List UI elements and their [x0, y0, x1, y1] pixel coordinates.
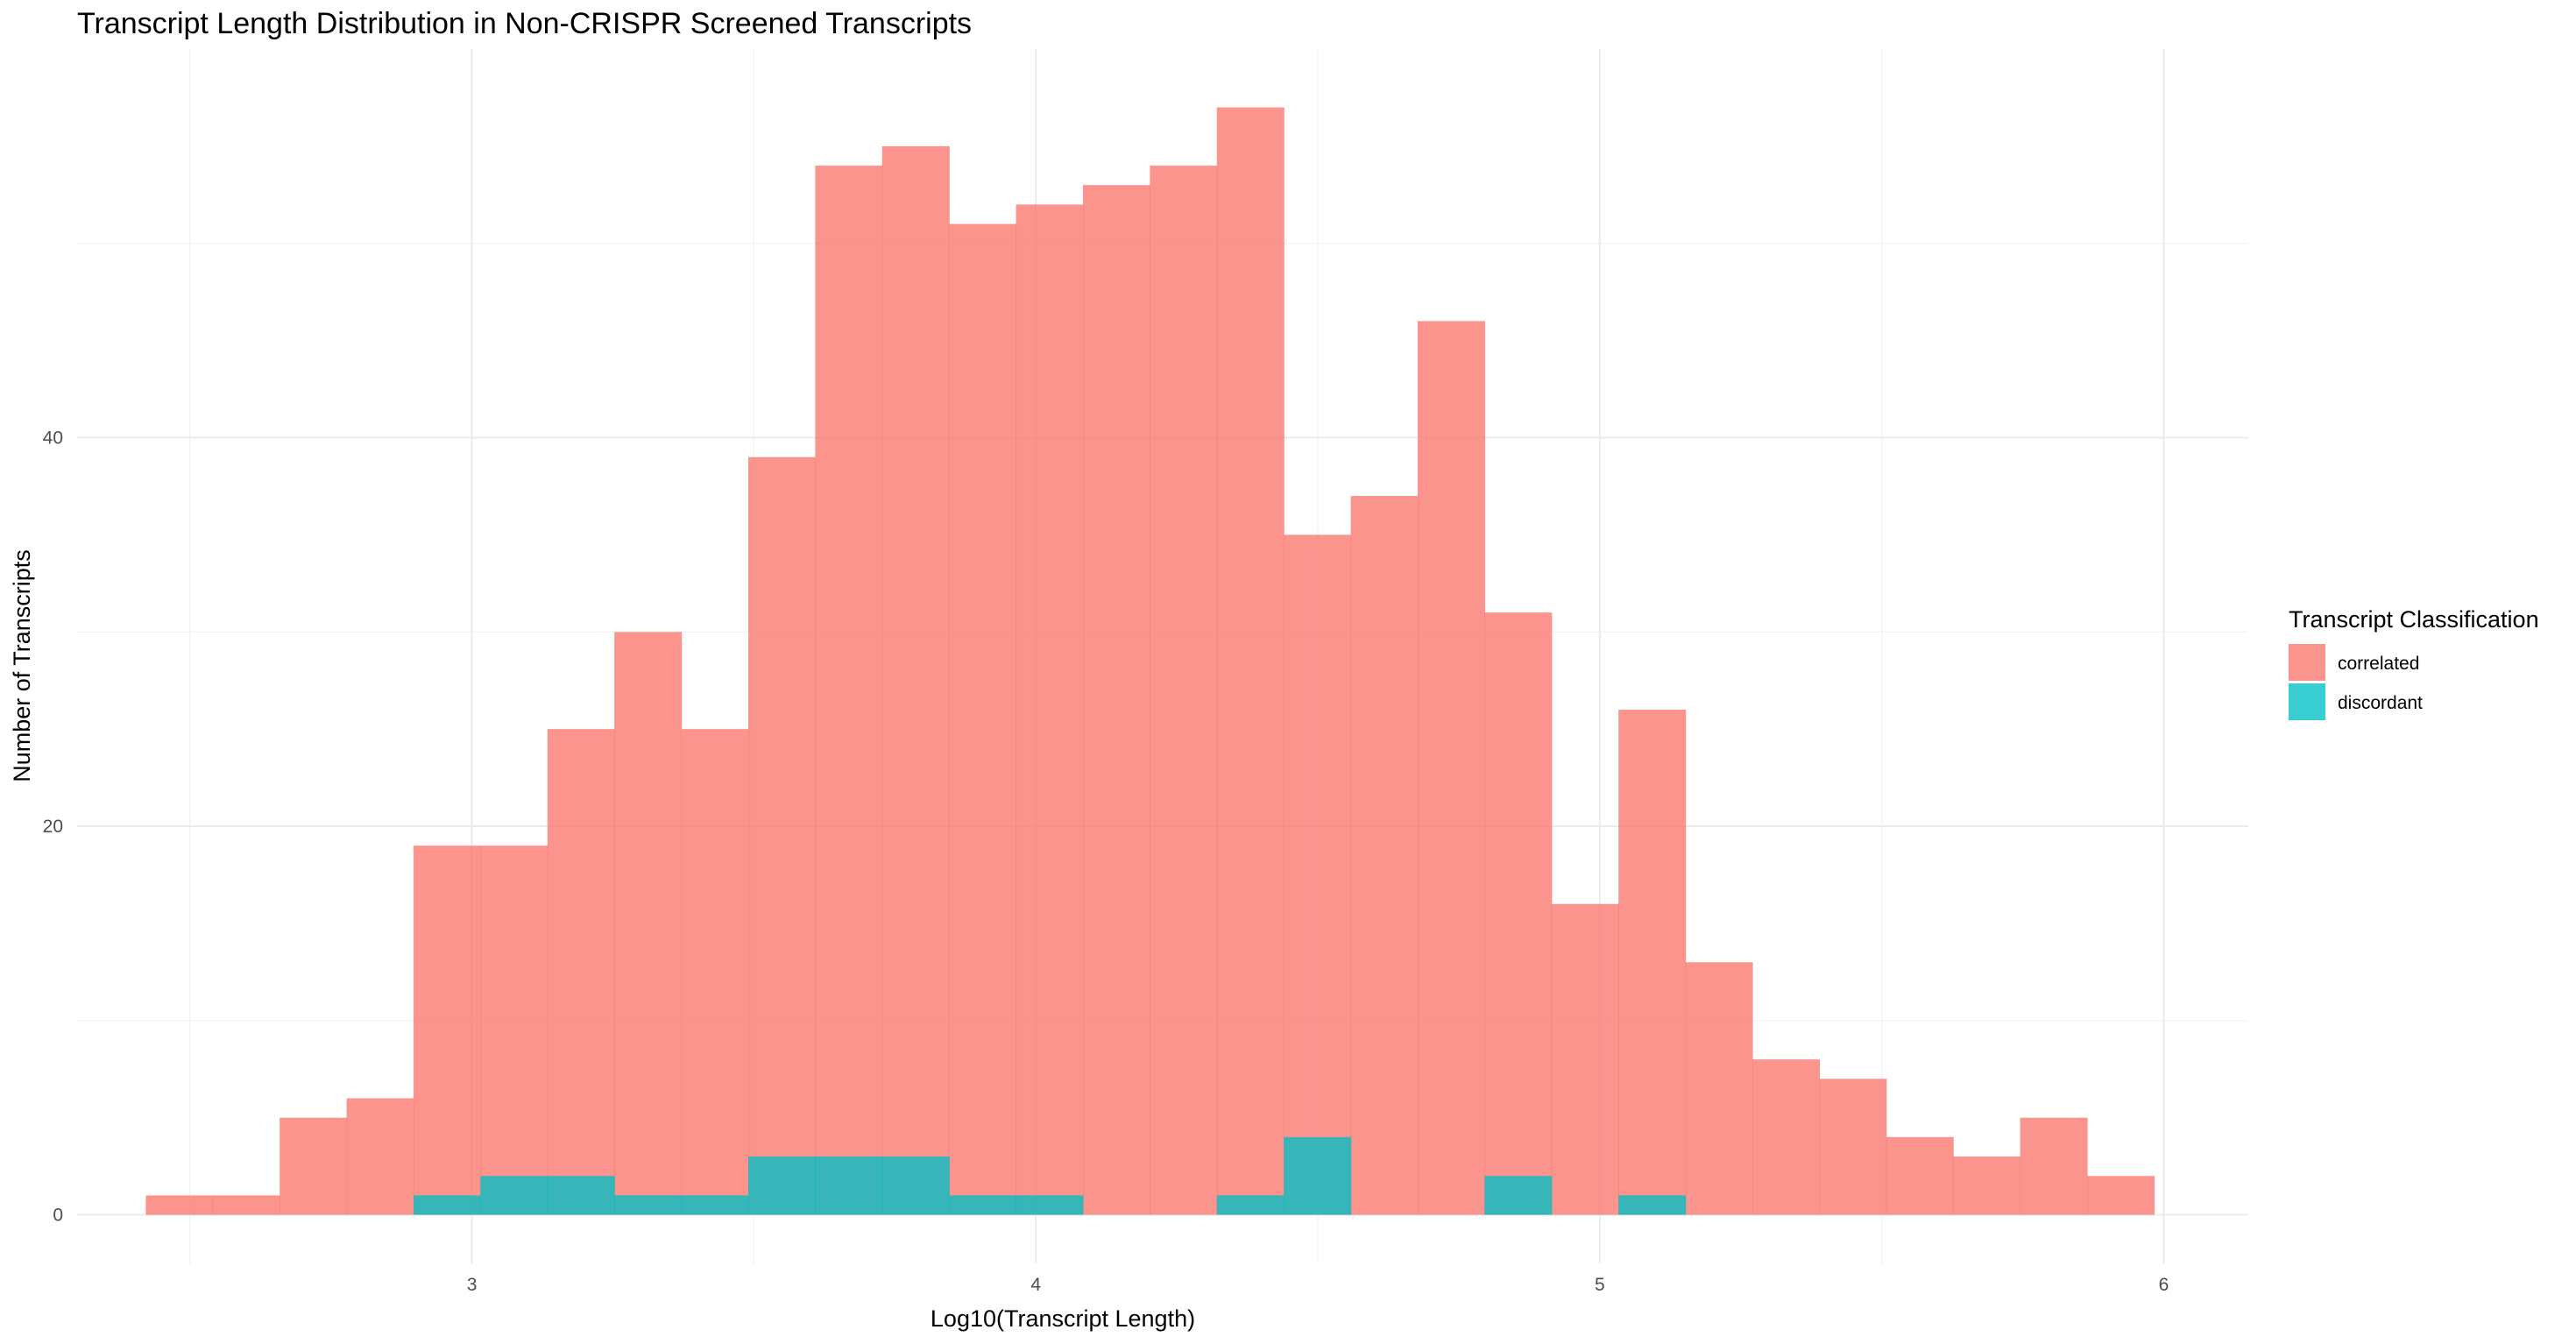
legend-title: Transcript Classification: [2289, 606, 2539, 633]
bar-discordant: [949, 1195, 1017, 1215]
bar-correlated: [1551, 903, 1619, 1215]
bar-discordant: [480, 1176, 548, 1215]
bar-correlated: [815, 166, 883, 1215]
bar-correlated: [1819, 1079, 1887, 1215]
bar-discordant: [547, 1176, 615, 1215]
legend: Transcript Classification correlated disc…: [2289, 606, 2539, 720]
bar-discordant: [413, 1195, 481, 1215]
bar-discordant: [1618, 1195, 1687, 1215]
bar-correlated: [480, 845, 548, 1215]
bar-discordant: [1216, 1195, 1284, 1215]
bar-correlated: [1284, 534, 1352, 1215]
bar-correlated: [1350, 496, 1419, 1215]
legend-key-correlated: [2289, 644, 2325, 681]
legend-key-discordant: [2289, 683, 2325, 720]
bar-discordant: [1484, 1176, 1553, 1215]
y-axis-ticks: 0 20 40: [43, 428, 63, 1226]
y-tick-label: 20: [43, 817, 63, 837]
bar-correlated: [212, 1195, 280, 1215]
legend-label-correlated: correlated: [2338, 654, 2419, 674]
bar-correlated: [1953, 1157, 2021, 1215]
bar-correlated: [280, 1117, 348, 1215]
bar-correlated: [145, 1195, 214, 1215]
bar-correlated: [1886, 1136, 1954, 1215]
bar-correlated: [747, 456, 816, 1215]
bar-discordant: [815, 1157, 883, 1215]
bar-discordant: [1284, 1136, 1352, 1215]
x-axis-ticks: 3 4 5 6: [467, 1275, 2169, 1295]
bar-discordant: [1016, 1195, 1084, 1215]
chart-title: Transcript Length Distribution in Non-CR…: [77, 7, 972, 40]
x-tick-label: 6: [2159, 1275, 2169, 1295]
bar-discordant: [681, 1195, 749, 1215]
bar-discordant: [881, 1157, 950, 1215]
bar-correlated: [1484, 612, 1553, 1215]
x-tick-label: 3: [467, 1275, 478, 1295]
bar-correlated: [881, 145, 950, 1215]
x-tick-label: 5: [1595, 1275, 1605, 1295]
legend-label-discordant: discordant: [2338, 693, 2423, 713]
bar-correlated: [1082, 185, 1150, 1215]
bar-correlated: [949, 223, 1017, 1215]
bar-correlated: [1150, 166, 1218, 1215]
bar-correlated: [1685, 962, 1753, 1215]
bar-correlated: [2020, 1117, 2088, 1215]
y-axis-title: Number of Transcripts: [9, 549, 35, 782]
bar-correlated: [1016, 204, 1084, 1215]
x-axis-title: Log10(Transcript Length): [931, 1305, 1195, 1332]
bar-correlated: [614, 632, 683, 1215]
bar-correlated: [1618, 709, 1687, 1215]
bar-discordant: [747, 1157, 816, 1215]
bar-correlated: [413, 845, 481, 1215]
bar-correlated: [1216, 107, 1284, 1215]
bar-correlated: [1417, 321, 1485, 1215]
bar-discordant: [614, 1195, 683, 1215]
histogram-bars: [145, 107, 2155, 1215]
bar-correlated: [346, 1098, 414, 1215]
bar-correlated: [2086, 1176, 2155, 1215]
bar-correlated: [1752, 1059, 1820, 1215]
y-tick-label: 0: [53, 1206, 63, 1226]
bar-correlated: [681, 729, 749, 1215]
x-tick-label: 4: [1030, 1275, 1041, 1295]
y-tick-label: 40: [43, 428, 63, 449]
bar-correlated: [547, 729, 615, 1215]
